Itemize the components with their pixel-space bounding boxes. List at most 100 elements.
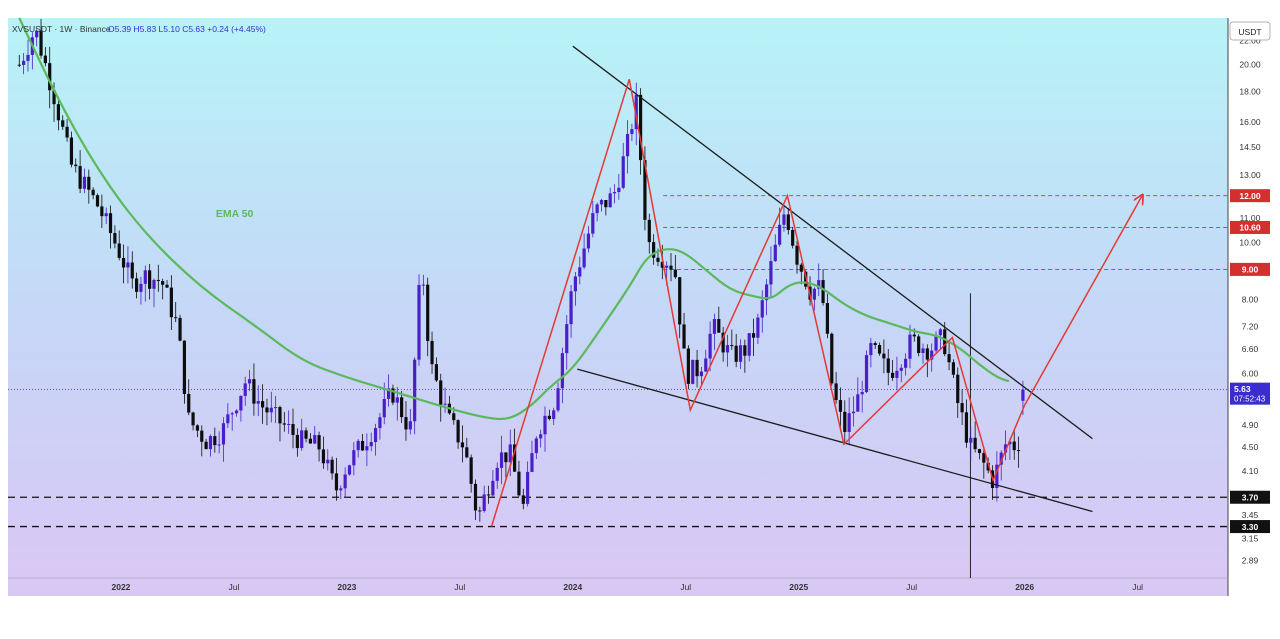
candle-body [612, 191, 617, 194]
price-tick-label: 10.00 [1239, 237, 1261, 247]
candle-body [969, 437, 973, 443]
candle-body [295, 434, 299, 449]
candle-body [873, 343, 877, 346]
candle-body [982, 453, 986, 463]
time-tick-label: 2026 [1015, 582, 1034, 592]
candle [951, 359, 956, 379]
candle [465, 437, 469, 459]
candle-body [782, 214, 786, 225]
candle [1012, 429, 1016, 460]
candle-body [791, 229, 795, 246]
candle [165, 280, 169, 289]
time-tick-label: Jul [1132, 582, 1143, 592]
candle [234, 409, 239, 417]
candle [856, 377, 860, 412]
candle-body [556, 388, 560, 411]
candle [843, 400, 847, 443]
candle [921, 343, 925, 364]
candle [169, 275, 173, 331]
candle [104, 207, 108, 225]
candle [108, 205, 113, 249]
candle [182, 340, 187, 404]
candle-body [230, 413, 234, 415]
candle-body [834, 383, 838, 401]
candle [134, 272, 139, 299]
candle-body [695, 359, 699, 377]
candle [586, 226, 591, 253]
candle [530, 440, 534, 473]
candle [247, 369, 252, 392]
candle [521, 488, 525, 510]
candle-body [78, 166, 82, 189]
candle [699, 367, 704, 385]
candle-body [721, 332, 725, 353]
candle [39, 18, 43, 59]
candle-body [121, 257, 126, 268]
candle [291, 408, 295, 449]
candle-body [413, 359, 417, 422]
zigzag-pattern [490, 79, 1026, 527]
candle-body [35, 30, 39, 38]
candle-body [665, 265, 669, 268]
candle [621, 142, 625, 190]
time-tick-label: 2024 [563, 582, 582, 592]
candle [969, 426, 973, 461]
price-tick-label: 16.00 [1239, 117, 1261, 127]
candle-body [817, 280, 821, 289]
candle [773, 234, 777, 262]
candle-body [995, 464, 999, 488]
candle [578, 256, 582, 285]
candle [851, 396, 856, 427]
candle [69, 131, 74, 168]
candle-body [864, 355, 869, 393]
candle [769, 246, 773, 299]
candle-body [508, 444, 512, 463]
candle-body [182, 340, 187, 394]
candle-body [326, 459, 330, 464]
candle [260, 384, 265, 424]
candle-body [87, 176, 91, 190]
candle-body [204, 441, 208, 450]
candle [195, 424, 200, 438]
candle-body [656, 257, 660, 262]
candle-body [360, 440, 365, 451]
candle [730, 329, 734, 350]
candle-body [304, 430, 308, 439]
candle [977, 448, 982, 460]
candle [669, 253, 673, 282]
candle-body [730, 345, 734, 347]
candle-body [417, 284, 421, 360]
candle [947, 342, 951, 371]
candle [121, 244, 126, 284]
candle-body [608, 193, 612, 208]
candle-body [638, 94, 643, 161]
candle-body [161, 280, 165, 285]
current-price-label: 5.63 [1234, 384, 1251, 394]
candle-body [760, 300, 764, 318]
candle-body [560, 353, 564, 389]
candle-body [104, 213, 108, 217]
candle-body [365, 446, 369, 451]
candle-body [621, 156, 625, 188]
candle-body [699, 371, 704, 377]
candle [408, 408, 412, 435]
time-tick-label: Jul [680, 582, 691, 592]
candle-body [604, 200, 608, 208]
candle-body [773, 244, 777, 262]
candle-body [634, 94, 638, 130]
candle-body [899, 367, 903, 371]
candle [625, 120, 630, 174]
candle-body [169, 287, 173, 318]
candle [230, 411, 234, 431]
candle-body [69, 137, 74, 165]
time-axis[interactable]: 2022 Jul 2023 Jul 2024 Jul 2025 Jul 2026 Jul [112, 582, 1144, 592]
price-tick-label: 3.15 [1242, 533, 1259, 543]
projection-arrow [1024, 196, 1142, 406]
candle [330, 456, 334, 480]
candle-body [317, 435, 321, 450]
candle [117, 230, 121, 261]
candle-body [43, 55, 47, 64]
candle-body [291, 424, 295, 435]
candle-body [882, 353, 886, 359]
